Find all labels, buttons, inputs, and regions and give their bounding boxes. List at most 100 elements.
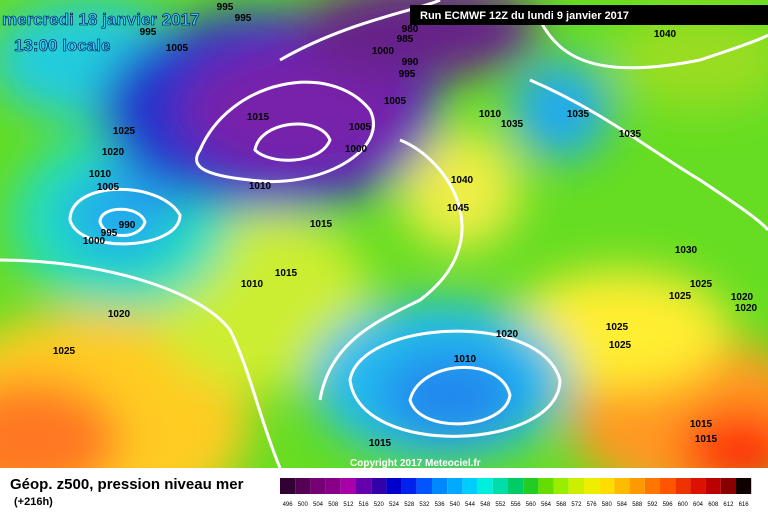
isobar-label: 1000 [372,46,395,57]
colorbar-label: 560 [526,502,537,508]
isobar-label: 990 [402,57,419,68]
colorbar-swatch [736,478,752,494]
isobar-label: 995 [101,228,118,239]
colorbar-swatch [371,478,387,494]
date-label: mercredi 18 janvier 2017 [2,10,200,29]
colorbar-swatch [614,478,630,494]
isobar-label: 1005 [349,122,372,133]
isobar-label: 1010 [241,279,264,290]
isobar-label: 1010 [454,354,477,365]
colorbar-swatch [462,478,478,494]
colorbar-swatch [629,478,645,494]
isobar-label: 990 [119,220,136,231]
colorbar-label: 596 [663,502,674,508]
isobar-label: 1000 [345,144,368,155]
colorbar-swatch [523,478,539,494]
colorbar-label: 548 [480,502,491,508]
copyright: Copyright 2017 Meteociel.fr [350,458,481,469]
isobar-label: 1025 [606,322,629,333]
isobar-label: 995 [217,2,234,13]
colorbar-label: 532 [419,502,430,508]
colorbar-swatch [356,478,372,494]
isobar-label: 995 [140,27,157,38]
footer-title: Géop. z500, pression niveau mer [10,476,244,493]
isobar-label: 980 [402,24,419,35]
isobar-label: 1020 [735,303,758,314]
colorbar-label: 608 [708,502,719,508]
colorbar-label: 504 [313,502,324,508]
colorbar: 496 500 504 508 512 516 520 524 528 532 536 540 544 5… [280,478,752,508]
isobar-label: 1045 [447,203,470,214]
isobar-label: 1025 [669,291,692,302]
time-label: 13:00 locale [14,36,110,55]
isobar-label: 1040 [451,175,474,186]
isobar-label: 1030 [675,245,698,256]
colorbar-swatch [644,478,660,494]
isobar-label: 995 [235,13,252,24]
isobar-label: 1015 [690,419,713,430]
colorbar-label: 508 [328,502,339,508]
colorbar-label: 572 [571,502,582,508]
colorbar-swatch [416,478,432,494]
isobar-label: 1005 [384,96,407,107]
colorbar-swatch [705,478,721,494]
colorbar-label: 544 [465,502,476,508]
colorbar-swatch [675,478,691,494]
colorbar-swatch [660,478,676,494]
colorbar-label: 592 [647,502,658,508]
colorbar-swatch [720,478,736,494]
isobar-label: 1020 [108,309,131,320]
run-label: Run ECMWF 12Z du lundi 9 janvier 2017 [420,10,629,22]
colorbar-label: 516 [359,502,370,508]
colorbar-label: 552 [495,502,506,508]
run-banner [410,5,768,25]
colorbar-swatch [690,478,706,494]
colorbar-label: 564 [541,502,552,508]
isobar-label: 1040 [654,29,677,40]
isobar-label: 985 [397,34,414,45]
colorbar-label: 612 [723,502,734,508]
colorbar-swatch [340,478,356,494]
colorbar-label: 528 [404,502,415,508]
colorbar-label: 524 [389,502,400,508]
isobar-label: 1035 [567,109,590,120]
colorbar-label: 496 [283,502,294,508]
isobar-label: 1035 [501,119,524,130]
colorbar-swatch [280,478,296,494]
isobar-label: 1015 [310,219,333,230]
colorbar-swatch [538,478,554,494]
colorbar-swatch [325,478,341,494]
colorbar-swatch [432,478,448,494]
isobar-label: 1025 [53,346,76,357]
isobar-label: 1020 [102,147,125,158]
isobar-label: 1015 [695,434,718,445]
colorbar-swatch [508,478,524,494]
isobar-label: 1035 [619,129,642,140]
colorbar-swatch [584,478,600,494]
isobar-label: 1010 [479,109,502,120]
colorbar-label: 536 [435,502,446,508]
isobar-label: 1020 [731,292,754,303]
colorbar-label: 584 [617,502,628,508]
colorbar-swatch [568,478,584,494]
isobar-label: 1025 [113,126,136,137]
colorbar-swatch [553,478,569,494]
colorbar-swatch [295,478,311,494]
isobar-label: 1025 [609,340,632,351]
isobar-label: 1020 [496,329,519,340]
isobar-label: 1025 [690,279,713,290]
colorbar-swatch [386,478,402,494]
colorbar-swatch [492,478,508,494]
colorbar-label: 500 [298,502,309,508]
colorbar-label: 604 [693,502,704,508]
isobar-label: 1010 [249,181,272,192]
colorbar-label: 520 [374,502,385,508]
colorbar-label: 580 [602,502,613,508]
isobars [0,0,768,468]
colorbar-label: 512 [343,502,354,508]
colorbar-swatch [599,478,615,494]
colorbar-label: 588 [632,502,643,508]
isobar-label: 1015 [247,112,270,123]
isobar-label: 1010 [89,169,112,180]
